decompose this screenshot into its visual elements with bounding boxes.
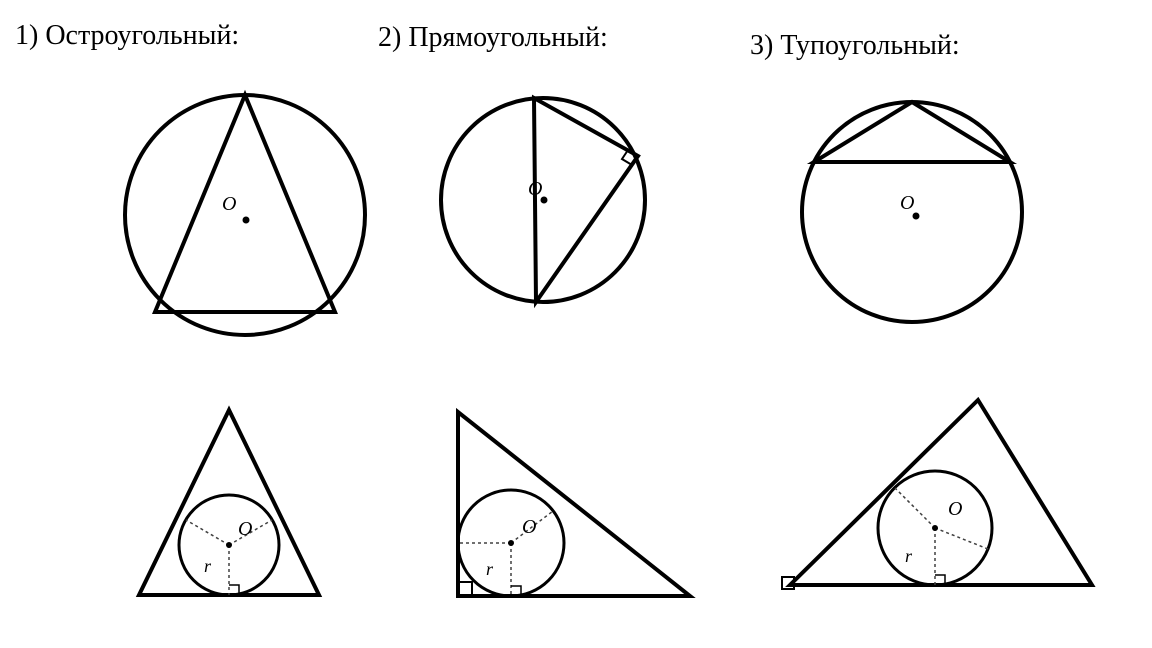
center-label-O: O xyxy=(948,498,962,520)
radius-label-r: r xyxy=(905,546,913,566)
diagram-canvas: 1) Остроугольный: 2) Прямоугольный: 3) Т… xyxy=(0,0,1152,648)
inscribed-obtuse: O r xyxy=(0,0,1152,648)
